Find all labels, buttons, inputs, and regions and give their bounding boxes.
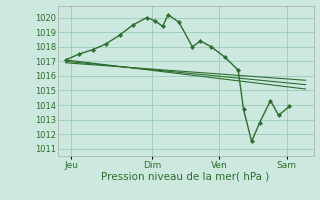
X-axis label: Pression niveau de la mer( hPa ): Pression niveau de la mer( hPa ) — [101, 171, 270, 181]
